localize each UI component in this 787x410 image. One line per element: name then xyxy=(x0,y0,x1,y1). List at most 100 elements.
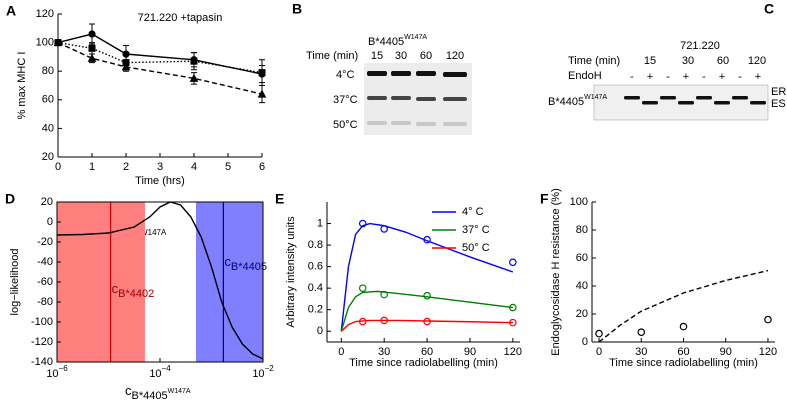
marker xyxy=(189,73,199,82)
band xyxy=(624,96,640,100)
bands-4c xyxy=(367,71,467,77)
marker xyxy=(423,291,431,300)
endoh-signs: - + - + - + - + xyxy=(630,71,761,83)
tick-base: 10 xyxy=(46,368,58,380)
band-label-c: c xyxy=(112,281,119,296)
series-line xyxy=(340,319,513,332)
endoh-sign: - xyxy=(738,71,742,83)
marker xyxy=(88,44,96,52)
panel-label: B xyxy=(292,1,302,17)
band-label: ER xyxy=(771,86,786,98)
marker xyxy=(257,89,267,98)
y-tick-label: 0.2 xyxy=(308,304,323,316)
y-tick-label: 0.8 xyxy=(308,239,323,251)
band xyxy=(750,101,766,105)
x-tick-label: 10−6 xyxy=(46,364,68,380)
endoh-sign: + xyxy=(755,71,761,83)
x-tick-label: 3 xyxy=(157,161,163,173)
sample-label: B*4405W147A xyxy=(548,94,607,108)
chart-panel: DcB*4402cB*4405-140-120-100-80-60-40-200… xyxy=(5,191,274,402)
endoh-sign: - xyxy=(630,71,634,83)
time: 120 xyxy=(748,55,766,67)
x-tick-label: 120 xyxy=(759,346,777,358)
x-tick-label: 30 xyxy=(635,346,647,358)
time: 60 xyxy=(420,50,432,62)
x-tick-label: 1 xyxy=(89,161,95,173)
marker xyxy=(380,290,388,299)
tick-base: 10 xyxy=(252,368,264,380)
legend-label: 4° C xyxy=(462,206,484,218)
y-tick-label: -80 xyxy=(37,296,53,308)
marker xyxy=(509,318,517,327)
x-tick-label: 120 xyxy=(504,346,522,358)
y-tick-label: 0 xyxy=(47,216,53,228)
y-tick-label: 0 xyxy=(582,336,588,348)
y-tick-label: 120 xyxy=(36,8,54,20)
x-tick-label: 10−4 xyxy=(149,364,171,380)
marker xyxy=(358,219,367,228)
gel-c: C 721.220 Time (min) 15 30 60 120 EndoH … xyxy=(548,1,786,121)
marker xyxy=(358,317,367,326)
time: 60 xyxy=(717,55,729,67)
y-tick-label: 20 xyxy=(41,196,53,208)
x-label-c: c xyxy=(125,383,132,398)
gel-b: B B*4405W147A Time (min) 15 30 60 120 4°… xyxy=(292,1,472,135)
sample: B*4405 xyxy=(368,36,404,48)
y-tick-label: 40 xyxy=(42,122,54,134)
tick-exponent: −4 xyxy=(162,364,172,373)
bands-50c xyxy=(367,121,467,126)
y-axis-label: Arbitrary intensity units xyxy=(285,216,297,328)
series-line xyxy=(57,33,263,75)
temperature: 37°C xyxy=(333,94,358,106)
x-tick-label: 2 xyxy=(123,161,129,173)
y-tick-label: -120 xyxy=(31,336,53,348)
y-axis-label: % max MHC I xyxy=(16,52,28,120)
gel-bands xyxy=(624,96,766,105)
marker xyxy=(54,38,62,47)
time-label: Time (min) xyxy=(306,50,358,62)
y-tick-label: 60 xyxy=(42,94,54,106)
x-axis-label: Time since radiolabelling (min) xyxy=(609,357,758,369)
x-tick-label: 6 xyxy=(259,161,265,173)
time-label: Time (min) xyxy=(568,55,620,67)
x-tick-label: 30 xyxy=(378,346,390,358)
x-tick-label: 0 xyxy=(338,346,344,358)
marker xyxy=(358,284,367,292)
panel-label: A xyxy=(6,3,16,19)
chart-title: 721.220 +tapasin xyxy=(138,12,223,24)
y-tick-label: 1 xyxy=(317,217,323,229)
marker xyxy=(88,30,96,38)
chart-panel: E 0 0.2 0.4 0.6 0.8 1 0 30 60 90 120 Arbitrary inten… xyxy=(275,191,522,369)
series-line xyxy=(56,201,264,360)
y-tick-label: -100 xyxy=(31,316,53,328)
y-tick-label: 20 xyxy=(42,151,54,163)
y-tick-label: 20 xyxy=(576,308,588,320)
y-tick-label: 80 xyxy=(42,65,54,77)
endoh-sign: - xyxy=(666,71,670,83)
tick-base: 10 xyxy=(149,368,161,380)
y-axis-label: Endoglycosidase H resistance (%) xyxy=(550,188,562,356)
y-axis-label: log−likelihood xyxy=(9,249,21,316)
y-tick-label: 60 xyxy=(576,252,588,264)
marker xyxy=(380,225,388,233)
band xyxy=(696,96,712,100)
marker xyxy=(764,315,772,324)
x-tick-label: 5 xyxy=(225,161,231,173)
band xyxy=(732,96,748,100)
band-label-c: c xyxy=(224,254,231,269)
x-tick-label: 0 xyxy=(55,161,61,173)
marker xyxy=(423,317,431,326)
x-label-subsup: W147A xyxy=(168,388,191,395)
marker xyxy=(87,53,97,62)
x-tick-label: 4 xyxy=(191,161,197,173)
panel-label: E xyxy=(275,191,284,207)
series-line xyxy=(598,269,769,343)
band xyxy=(714,101,730,105)
tick-exponent: −6 xyxy=(59,364,69,373)
marker xyxy=(637,328,646,337)
band xyxy=(678,101,694,105)
band xyxy=(642,101,658,105)
x-axis-label: cB*4405W147A xyxy=(125,383,191,401)
legend-label: 50° C xyxy=(462,242,490,254)
